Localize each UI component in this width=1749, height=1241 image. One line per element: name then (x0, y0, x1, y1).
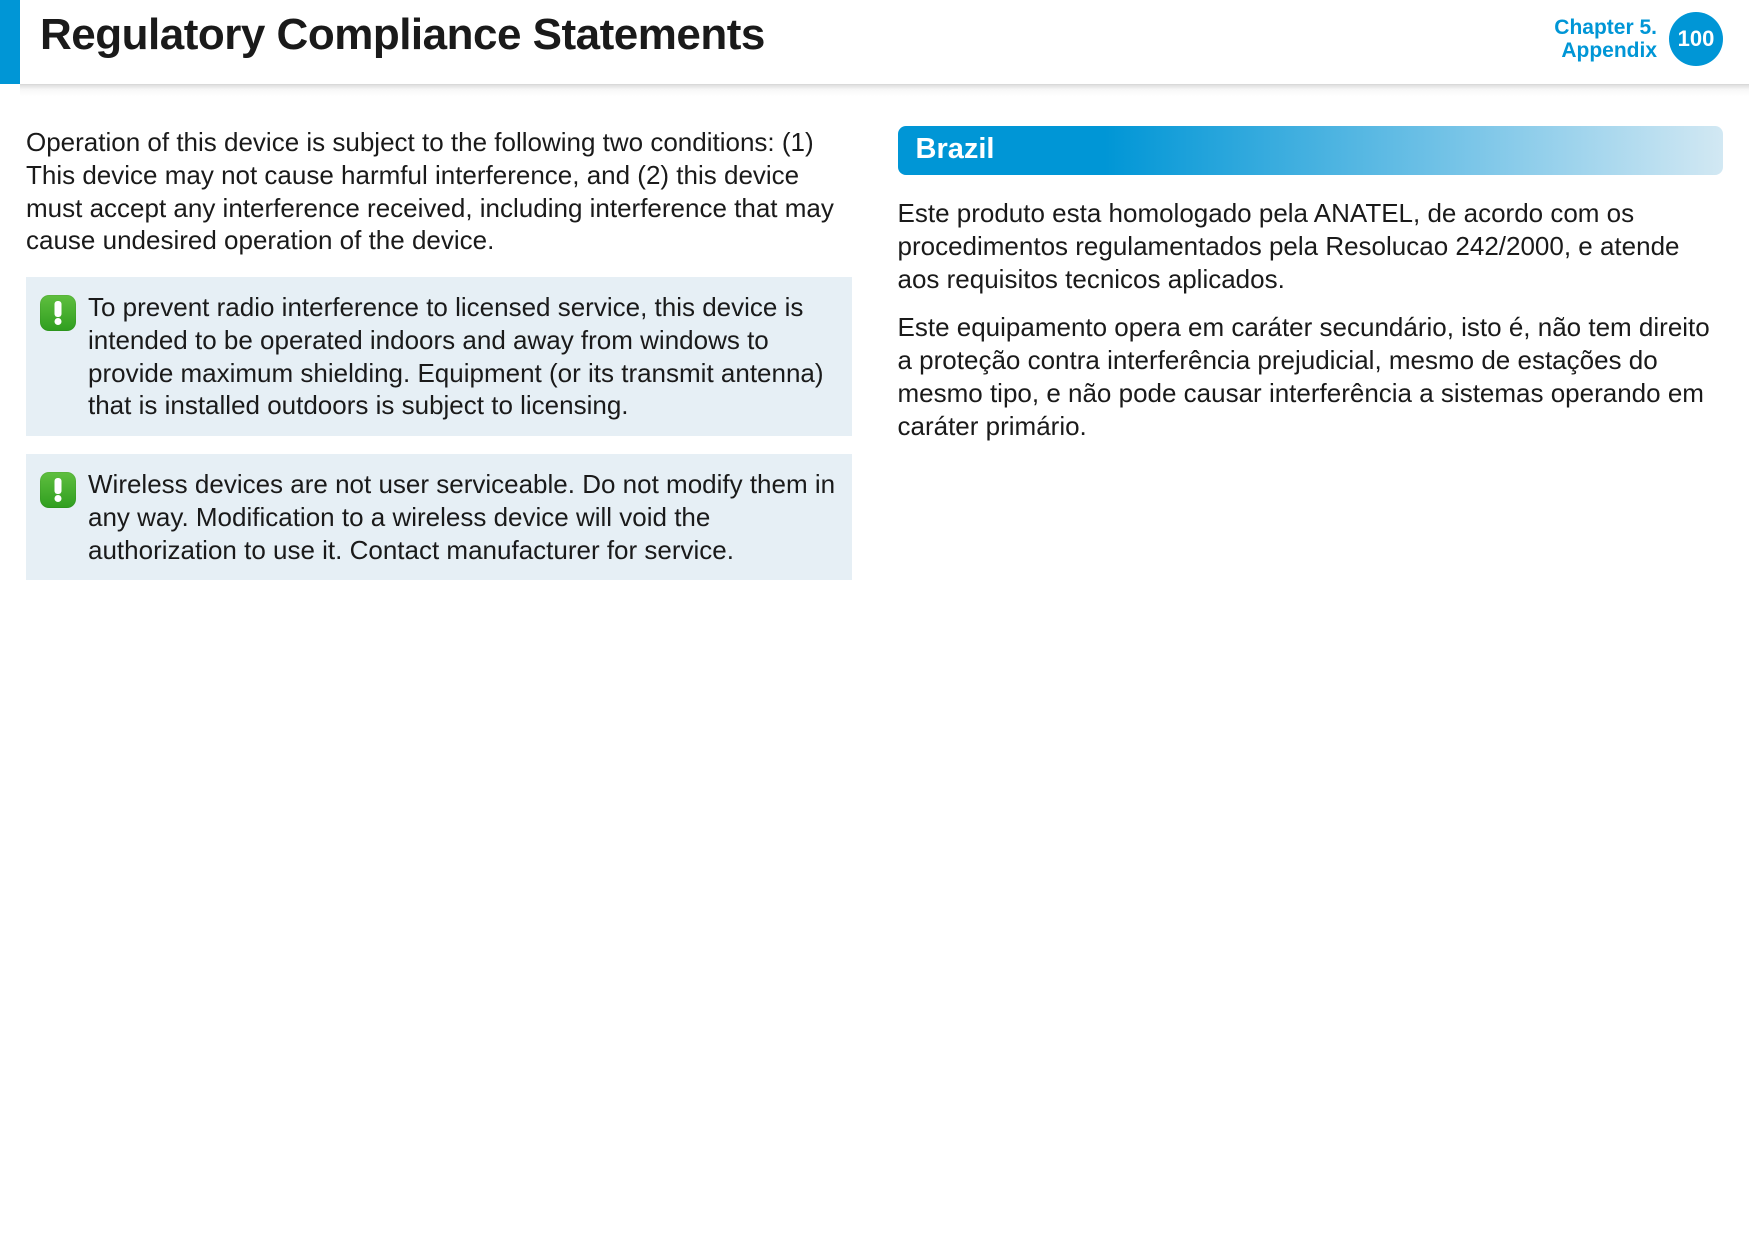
chapter-line-2: Appendix (1554, 39, 1657, 62)
right-column: Brazil Este produto esta homologado pela… (898, 126, 1724, 580)
intro-paragraph: Operation of this device is subject to t… (26, 126, 852, 257)
caution-icon (40, 472, 76, 508)
chapter-label: Chapter 5. Appendix (1554, 16, 1657, 62)
info-box-2-text: Wireless devices are not user serviceabl… (88, 468, 836, 566)
page-number-badge: 100 (1669, 12, 1723, 66)
caution-icon (40, 295, 76, 331)
brazil-paragraph-2: Este equipamento opera em caráter secund… (898, 311, 1724, 442)
info-box-2: Wireless devices are not user serviceabl… (26, 454, 852, 580)
info-box-1: To prevent radio interference to license… (26, 277, 852, 436)
brazil-paragraph-1: Este produto esta homologado pela ANATEL… (898, 197, 1724, 295)
chapter-line-1: Chapter 5. (1554, 16, 1657, 39)
page-header: Regulatory Compliance Statements Chapter… (0, 0, 1749, 90)
info-box-1-text: To prevent radio interference to license… (88, 291, 836, 422)
content-area: Operation of this device is subject to t… (26, 126, 1723, 580)
header-shadow-divider (20, 84, 1749, 96)
left-column: Operation of this device is subject to t… (26, 126, 852, 580)
header-right-group: Chapter 5. Appendix 100 (1554, 12, 1723, 66)
header-accent-bar (0, 0, 20, 84)
page-title: Regulatory Compliance Statements (40, 10, 765, 60)
section-header-brazil: Brazil (898, 126, 1724, 175)
